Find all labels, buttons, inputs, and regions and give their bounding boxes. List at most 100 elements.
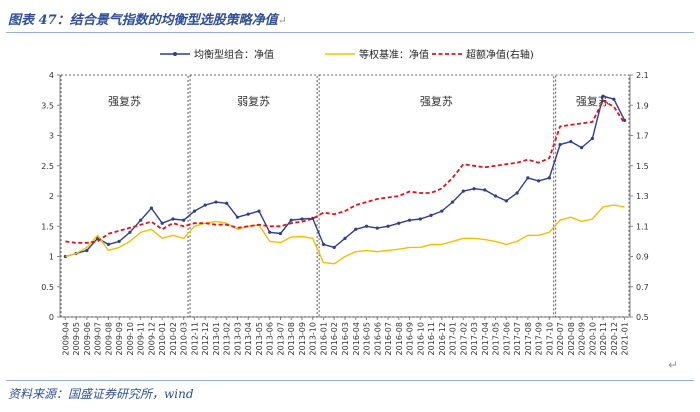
phase-label: 弱复苏 (237, 94, 270, 108)
series-point-0 (246, 212, 250, 216)
series-point-0 (106, 242, 110, 246)
series-point-0 (429, 213, 433, 217)
series-point-0 (407, 218, 412, 222)
right-tick-label: 0.7 (636, 283, 649, 292)
x-tick-label: 2017-05 (492, 322, 501, 355)
x-tick-label: 2016-07 (384, 322, 393, 355)
left-tick-label: 0 (49, 313, 54, 322)
series-point-0 (354, 227, 358, 231)
x-tick-label: 2013-08 (287, 322, 296, 355)
series-point-0 (139, 218, 143, 222)
series-point-0 (192, 209, 197, 213)
phase-label: 强复苏 (420, 94, 453, 108)
x-tick-label: 2013-06 (266, 322, 275, 355)
series-point-0 (504, 199, 508, 203)
series-point-0 (440, 209, 444, 213)
series-point-0 (343, 236, 347, 240)
x-tick-label: 2017-10 (545, 322, 554, 355)
title-bar: 图表 47：结合景气指数的均衡型选股策略净值↵ (6, 4, 694, 33)
x-tick-label: 2016-12 (438, 322, 447, 355)
series-point-0 (182, 218, 186, 222)
x-tick-label: 2016-06 (373, 322, 382, 355)
series-point-0 (203, 203, 207, 207)
x-tick-label: 2012-11 (190, 322, 199, 355)
x-tick-label: 2009-05 (72, 322, 81, 355)
series-point-0 (493, 194, 498, 198)
series-point-0 (580, 146, 584, 150)
left-tick-label: 3.5 (41, 101, 54, 110)
legend-label-1: 等权基准：净值 (359, 48, 429, 61)
series-point-0 (612, 97, 616, 101)
x-tick-label: 2020-11 (599, 322, 608, 355)
series-point-0 (117, 239, 121, 243)
x-tick-label: 2012-12 (201, 322, 210, 355)
right-tick-label: 1.1 (636, 222, 649, 231)
series-point-0 (397, 221, 401, 225)
x-tick-label: 2016-05 (363, 322, 372, 355)
x-tick-label: 2016-09 (406, 322, 415, 355)
series-point-0 (364, 224, 369, 228)
x-tick-label: 2016-04 (352, 322, 361, 355)
x-tick-label: 2013-10 (309, 322, 318, 355)
series-point-0 (515, 191, 519, 195)
series-point-0 (278, 231, 283, 236)
x-tick-label: 2009-12 (147, 322, 156, 355)
series-point-0 (547, 176, 551, 180)
x-tick-label: 2010-01 (158, 322, 167, 355)
series-point-0 (214, 200, 218, 204)
x-tick-label: 2013-07 (276, 322, 285, 355)
series-point-0 (160, 221, 164, 225)
series-line-2 (65, 99, 626, 244)
x-tick-label: 2016-01 (319, 322, 328, 355)
x-tick-label: 2016-11 (427, 322, 436, 355)
legend-marker-0 (173, 52, 177, 56)
series-point-0 (289, 218, 293, 222)
x-tick-label: 2009-10 (126, 322, 135, 355)
left-tick-label: 4 (49, 71, 54, 80)
series-point-0 (128, 230, 132, 234)
legend-label-2: 超额净值(右轴) (466, 48, 534, 61)
x-tick-label: 2017-01 (449, 322, 458, 355)
right-tick-label: 0.5 (636, 313, 649, 322)
series-point-0 (558, 142, 562, 147)
right-tick-label: 1.3 (636, 192, 649, 201)
series-point-0 (386, 224, 390, 228)
x-tick-label: 2010-02 (169, 322, 178, 355)
series-point-0 (601, 94, 605, 98)
series-line-0 (65, 95, 626, 258)
right-tick-label: 1.9 (636, 101, 649, 110)
legend-label-0: 均衡型组合：净值 (194, 48, 274, 61)
x-tick-label: 2009-08 (104, 322, 113, 355)
x-tick-label: 2010-03 (180, 322, 189, 355)
series-point-0 (526, 176, 530, 180)
series-point-0 (483, 188, 487, 192)
x-tick-label: 2017-02 (459, 322, 468, 355)
right-tick-label: 0.9 (636, 253, 649, 262)
x-tick-label: 2017-06 (502, 322, 511, 355)
x-tick-label: 2009-07 (94, 322, 103, 355)
phase-box (189, 74, 318, 318)
series-point-0 (418, 217, 422, 221)
series-point-0 (569, 139, 573, 144)
x-tick-label: 2021-01 (621, 322, 630, 355)
x-tick-label: 2017-07 (513, 322, 522, 355)
series-point-0 (149, 206, 154, 210)
left-tick-label: 1 (49, 253, 54, 262)
series-point-0 (332, 245, 336, 250)
source-note: 资料来源：国盛证券研究所，wind (8, 387, 194, 401)
right-tick-label: 1.7 (636, 132, 649, 141)
x-tick-label: 2013-05 (255, 322, 264, 355)
series-point-0 (321, 242, 326, 246)
source-bar: 资料来源：国盛证券研究所，wind (6, 380, 694, 407)
x-tick-label: 2020-07 (556, 322, 565, 355)
x-tick-label: 2016-10 (416, 322, 425, 355)
x-tick-label: 2017-08 (524, 322, 533, 355)
right-tick-label: 2.1 (636, 71, 649, 80)
series-point-0 (300, 217, 304, 221)
phase-box (60, 74, 189, 318)
x-tick-label: 2020-08 (567, 322, 576, 355)
phase-label: 强复苏 (108, 94, 141, 108)
x-tick-label: 2013-04 (244, 322, 253, 355)
x-tick-label: 2013-01 (212, 322, 221, 355)
phase-box (555, 74, 630, 318)
